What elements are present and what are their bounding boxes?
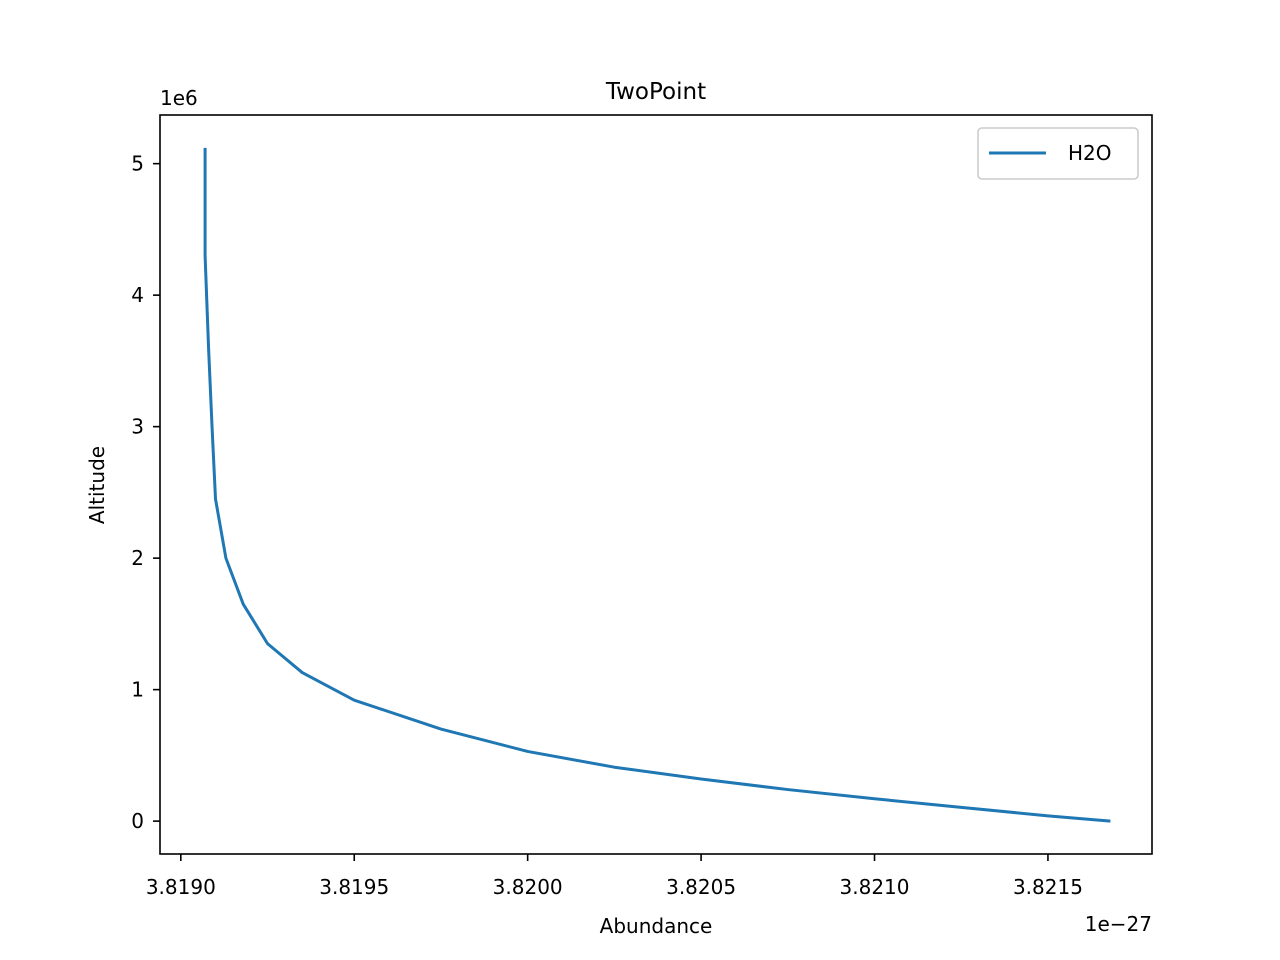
y-axis-ticks: 0 1 2 3 4 5 bbox=[131, 152, 160, 833]
x-tick-label: 3.8200 bbox=[493, 875, 563, 899]
legend-label-h2o: H2O bbox=[1068, 141, 1112, 165]
x-axis-label: Abundance bbox=[600, 914, 713, 938]
x-tick-label: 3.8195 bbox=[319, 875, 389, 899]
y-tick-label: 0 bbox=[131, 809, 144, 833]
y-tick-label: 5 bbox=[131, 152, 144, 176]
y-tick-label: 4 bbox=[131, 283, 144, 307]
legend: H2O bbox=[977, 127, 1139, 180]
x-tick-label: 3.8190 bbox=[146, 875, 216, 899]
plot-frame bbox=[159, 114, 1153, 855]
y-offset-text: 1e6 bbox=[160, 86, 198, 110]
x-tick-label: 3.8215 bbox=[1013, 875, 1083, 899]
legend-box bbox=[977, 127, 1139, 180]
chart-title: TwoPoint bbox=[605, 79, 706, 105]
y-tick-label: 1 bbox=[131, 678, 144, 702]
x-offset-text: 1e−27 bbox=[1085, 912, 1152, 936]
y-tick-label: 2 bbox=[131, 546, 144, 570]
y-axis-label: Altitude bbox=[85, 446, 109, 524]
series-line-h2o bbox=[203, 147, 1111, 823]
x-tick-label: 3.8210 bbox=[840, 875, 910, 899]
x-axis-ticks: 3.8190 3.8195 3.8200 3.8205 3.8210 3.8215 bbox=[146, 854, 1083, 899]
x-tick-label: 3.8205 bbox=[666, 875, 736, 899]
y-tick-label: 3 bbox=[131, 415, 144, 439]
